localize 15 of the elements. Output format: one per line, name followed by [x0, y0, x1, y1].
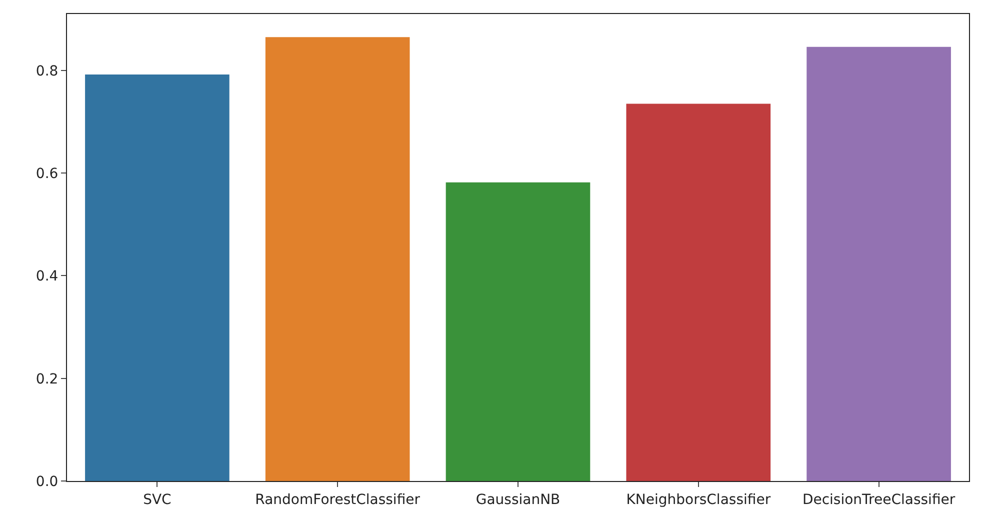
y-tick-label: 0.2 [36, 371, 58, 388]
x-tick-label: RandomForestClassifier [255, 492, 420, 508]
x-tick-label: KNeighborsClassifier [626, 492, 771, 508]
y-tick-label: 0.4 [36, 268, 58, 285]
y-tick-label: 0.0 [36, 474, 58, 490]
bar [806, 46, 951, 481]
y-tick-label: 0.6 [36, 166, 58, 182]
bar [265, 37, 410, 481]
y-tick-label: 0.8 [36, 63, 58, 80]
bar [85, 74, 230, 481]
bar [626, 104, 771, 481]
x-tick-label: SVC [143, 492, 172, 508]
x-tick-label: GaussianNB [476, 492, 560, 508]
x-tick-label: DecisionTreeClassifier [802, 492, 956, 508]
bar [446, 182, 590, 481]
